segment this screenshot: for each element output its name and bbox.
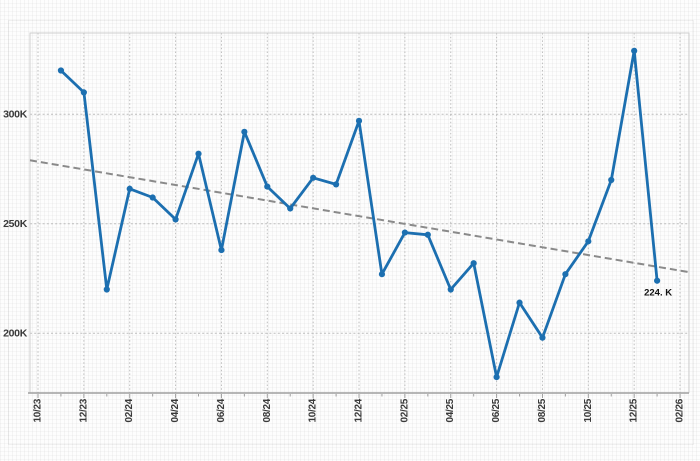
data-point-marker — [149, 194, 156, 201]
y-axis-tick-label: 250K — [3, 218, 28, 230]
data-point-marker — [654, 277, 661, 284]
data-point-marker — [355, 117, 363, 124]
data-point-marker — [332, 181, 340, 188]
x-axis-tick-label: 02/25 — [399, 398, 410, 422]
x-axis-tick-label: 08/25 — [537, 398, 548, 422]
x-axis-tick-label: 12/24 — [354, 398, 365, 422]
x-axis-tick-label: 02/26 — [675, 398, 686, 422]
data-point-marker — [264, 183, 271, 190]
data-point-marker — [585, 238, 592, 245]
data-point-marker — [562, 271, 569, 278]
x-axis-tick-label: 08/24 — [262, 398, 273, 422]
x-axis-tick-label: 06/25 — [491, 398, 502, 422]
data-point-marker — [424, 231, 431, 238]
x-axis-tick-label: 10/25 — [583, 398, 594, 422]
data-point-marker — [516, 299, 523, 306]
last-point-annotation: 224. K — [644, 288, 672, 299]
data-point-marker — [287, 205, 294, 212]
data-point-marker — [447, 286, 454, 293]
data-point-marker — [241, 128, 248, 135]
x-axis-tick-label: 02/24 — [124, 398, 135, 422]
data-point-marker — [493, 374, 500, 381]
data-point-marker — [218, 246, 225, 254]
y-axis-tick-label: 300K — [3, 108, 28, 120]
x-axis-tick-label: 10/23 — [33, 398, 44, 422]
data-point-marker — [103, 286, 110, 293]
data-point-marker — [470, 260, 477, 267]
x-axis-tick-label: 04/25 — [445, 398, 456, 422]
data-point-marker — [631, 47, 638, 54]
x-axis-tick-label: 04/24 — [170, 398, 181, 422]
plot-frame — [29, 32, 690, 393]
data-point-marker — [539, 334, 546, 341]
x-axis-tick-label: 06/24 — [216, 398, 227, 422]
data-point-marker — [80, 89, 87, 96]
x-axis-tick-label: 10/24 — [308, 398, 319, 422]
data-point-marker — [608, 176, 615, 184]
data-point-marker — [310, 174, 317, 181]
data-point-marker — [126, 185, 133, 192]
x-axis-tick-label: 12/23 — [78, 398, 89, 422]
y-axis-tick-label: 200K — [3, 327, 28, 339]
data-point-marker — [378, 271, 386, 278]
data-point-marker — [172, 216, 179, 223]
data-point-marker — [57, 67, 65, 74]
data-point-marker — [401, 229, 408, 236]
x-axis-tick-label: 12/25 — [629, 398, 640, 422]
data-point-marker — [195, 150, 202, 157]
